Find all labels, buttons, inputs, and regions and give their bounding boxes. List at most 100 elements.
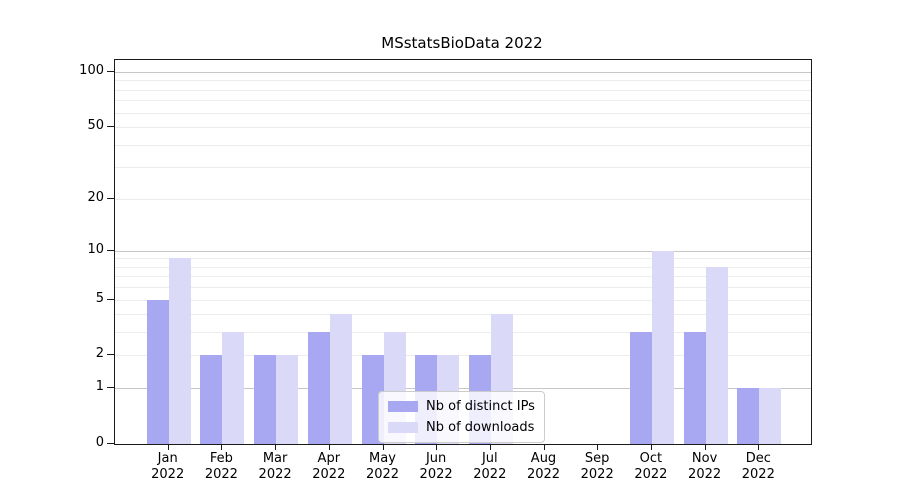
x-tick-year: 2022: [526, 467, 561, 482]
x-tick-label: Jan 2022: [128, 451, 208, 483]
bar-distinct-ips: [146, 299, 169, 444]
legend: Nb of distinct IPs Nb of downloads: [378, 391, 545, 443]
x-tick-label: May 2022: [343, 451, 423, 483]
x-tick-year: 2022: [634, 467, 668, 482]
y-tick-label: 0: [95, 435, 104, 450]
x-tick-year: 2022: [365, 467, 400, 482]
bar-downloads: [168, 258, 191, 444]
x-tick-mark: [489, 444, 491, 450]
x-tick-mark: [221, 444, 223, 450]
gridline-minor: [115, 258, 811, 260]
x-tick-mark: [382, 444, 384, 450]
x-tick-month: Feb: [209, 451, 233, 466]
y-tick-mark: [107, 443, 114, 444]
gridline-minor: [115, 266, 811, 268]
bar-distinct-ips: [683, 332, 706, 444]
x-tick-label: Oct 2022: [611, 451, 691, 483]
x-tick-month: May: [369, 451, 396, 466]
bar-downloads: [651, 250, 674, 444]
bar-downloads: [759, 388, 782, 444]
gridline-major: [115, 250, 811, 252]
x-tick-mark: [436, 444, 438, 450]
bar-downloads: [276, 355, 299, 444]
x-tick-year: 2022: [473, 467, 507, 482]
x-tick-month: Jun: [425, 451, 447, 466]
bar-downloads: [705, 266, 728, 444]
gridline-major: [115, 72, 811, 73]
y-tick-mark: [107, 354, 114, 356]
x-tick-month: Aug: [530, 451, 557, 466]
gridline-minor: [115, 198, 811, 200]
y-tick-mark: [107, 298, 114, 300]
x-tick-month: Sep: [584, 451, 610, 466]
bar-distinct-ips: [200, 355, 223, 444]
x-tick-mark: [650, 444, 652, 450]
x-tick-year: 2022: [151, 467, 185, 482]
x-tick-label: Sep 2022: [557, 451, 637, 483]
x-tick-year: 2022: [419, 467, 453, 482]
x-tick-mark: [597, 444, 599, 450]
legend-item-downloads: Nb of downloads: [388, 419, 535, 436]
gridline-minor: [115, 167, 811, 169]
x-tick-year: 2022: [204, 467, 238, 482]
gridline-minor: [115, 299, 811, 301]
y-tick-label: 5: [95, 290, 104, 306]
gridline-minor: [115, 112, 811, 114]
gridline-minor: [115, 314, 811, 316]
x-tick-mark: [704, 444, 706, 450]
plot-area: [114, 59, 812, 445]
x-tick-mark: [758, 444, 760, 450]
gridline-minor: [115, 332, 811, 334]
x-tick-year: 2022: [312, 467, 346, 482]
x-tick-label: Dec 2022: [718, 451, 798, 483]
y-tick-label: 100: [79, 63, 104, 78]
bar-distinct-ips: [307, 332, 330, 444]
gridline-minor: [115, 287, 811, 289]
gridline-minor: [115, 100, 811, 102]
legend-label-downloads: Nb of downloads: [426, 419, 535, 435]
y-tick-label: 50: [87, 118, 104, 134]
x-tick-mark: [275, 444, 277, 450]
bar-distinct-ips: [737, 388, 760, 444]
x-tick-month: Apr: [317, 451, 341, 466]
gridline-minor: [115, 127, 811, 129]
gridline-minor: [115, 144, 811, 146]
x-tick-label: Nov 2022: [665, 451, 745, 483]
gridline-minor: [115, 89, 811, 91]
gridline-major: [115, 388, 811, 390]
bar-downloads: [222, 332, 245, 444]
legend-swatch-distinct-ips: [388, 401, 418, 412]
gridline-minor: [115, 276, 811, 278]
x-tick-year: 2022: [688, 467, 722, 482]
x-tick-mark: [328, 444, 330, 450]
x-tick-year: 2022: [741, 467, 775, 482]
x-tick-month: Mar: [262, 451, 288, 466]
x-tick-month: Dec: [745, 451, 771, 466]
y-tick-label: 1: [95, 379, 104, 395]
y-tick-mark: [107, 197, 114, 199]
y-tick-mark: [107, 126, 114, 128]
x-tick-label: Mar 2022: [235, 451, 315, 483]
legend-swatch-downloads: [388, 422, 418, 433]
x-tick-label: Apr 2022: [289, 451, 369, 483]
x-tick-month: Jul: [481, 451, 498, 466]
chart-title: MSstatsBioData 2022: [381, 34, 543, 52]
y-tick-label: 20: [87, 189, 104, 205]
x-tick-month: Jan: [157, 451, 178, 466]
x-tick-mark: [167, 444, 169, 450]
bar-distinct-ips: [254, 355, 277, 444]
y-tick-mark: [107, 71, 114, 72]
x-tick-mark: [543, 444, 545, 450]
gridline-minor: [115, 355, 811, 357]
y-tick-label: 2: [95, 346, 104, 362]
x-tick-label: Jul 2022: [450, 451, 530, 483]
legend-label-distinct-ips: Nb of distinct IPs: [426, 398, 535, 414]
y-tick-mark: [107, 387, 114, 389]
x-tick-year: 2022: [258, 467, 292, 482]
y-tick-mark: [107, 249, 114, 251]
x-tick-label: Feb 2022: [181, 451, 261, 483]
gridline-minor: [115, 80, 811, 82]
legend-item-distinct-ips: Nb of distinct IPs: [388, 398, 535, 415]
x-tick-year: 2022: [580, 467, 614, 482]
